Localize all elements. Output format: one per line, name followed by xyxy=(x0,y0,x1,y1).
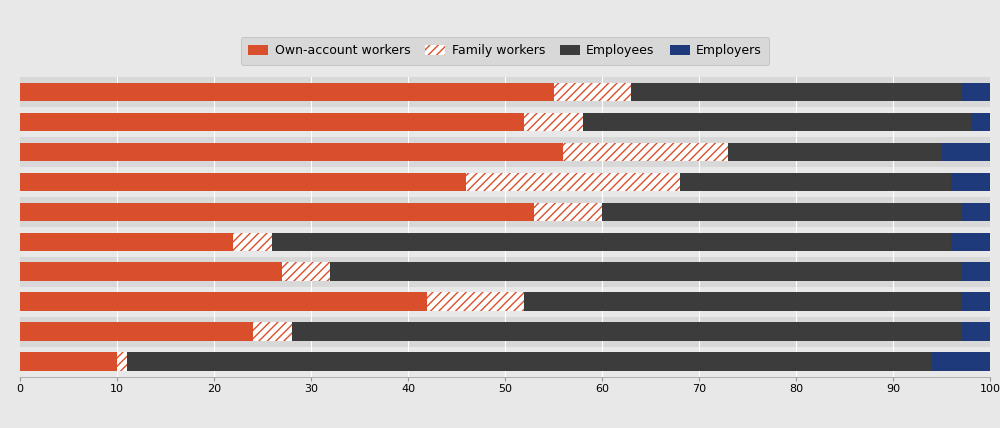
Bar xyxy=(127,352,932,371)
Bar xyxy=(292,322,961,341)
Bar xyxy=(20,262,282,281)
Bar xyxy=(602,202,961,221)
Bar xyxy=(20,317,990,347)
Bar xyxy=(330,262,961,281)
Bar xyxy=(951,232,990,251)
Bar xyxy=(20,322,253,341)
Bar xyxy=(554,83,631,101)
Bar xyxy=(563,143,728,161)
Bar xyxy=(20,113,524,131)
Bar xyxy=(961,322,990,341)
Bar xyxy=(932,352,990,371)
Bar xyxy=(961,262,990,281)
Bar xyxy=(466,172,680,191)
Bar xyxy=(233,232,272,251)
Bar xyxy=(631,83,961,101)
Bar xyxy=(951,172,990,191)
Bar xyxy=(20,77,990,107)
Legend: Own-account workers, Family workers, Employees, Employers: Own-account workers, Family workers, Emp… xyxy=(241,37,769,65)
Bar xyxy=(20,257,990,287)
Bar xyxy=(20,107,990,137)
Bar xyxy=(20,227,990,257)
Bar xyxy=(117,352,127,371)
Bar xyxy=(20,172,466,191)
Bar xyxy=(20,197,990,227)
Bar xyxy=(20,202,534,221)
Bar xyxy=(20,292,427,311)
Bar xyxy=(20,137,990,167)
Bar xyxy=(272,232,951,251)
Bar xyxy=(20,143,563,161)
Bar xyxy=(20,167,990,197)
Bar xyxy=(20,83,554,101)
Bar xyxy=(253,322,292,341)
Bar xyxy=(971,113,990,131)
Bar xyxy=(961,83,990,101)
Bar xyxy=(282,262,330,281)
Bar xyxy=(961,202,990,221)
Bar xyxy=(583,113,971,131)
Bar xyxy=(961,292,990,311)
Bar xyxy=(20,287,990,317)
Bar xyxy=(427,292,524,311)
Bar xyxy=(20,347,990,377)
Bar xyxy=(524,292,961,311)
Bar xyxy=(942,143,990,161)
Bar xyxy=(728,143,942,161)
Bar xyxy=(524,113,583,131)
Bar xyxy=(534,202,602,221)
Bar xyxy=(20,232,233,251)
Bar xyxy=(680,172,951,191)
Bar xyxy=(20,352,117,371)
